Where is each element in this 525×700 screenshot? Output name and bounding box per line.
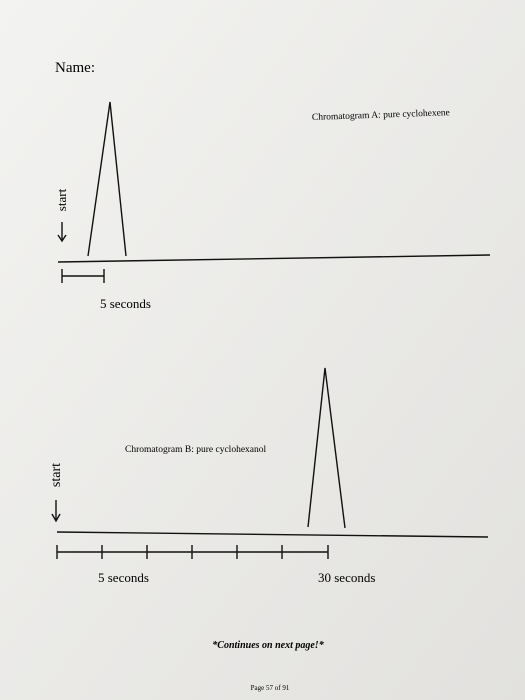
scale-b — [56, 545, 329, 559]
scale-a — [61, 269, 105, 283]
baseline-a — [57, 254, 491, 263]
start-b: start — [49, 463, 64, 523]
start-label: start — [54, 188, 69, 211]
scale-label: 30 seconds — [318, 570, 375, 585]
chromatogram-b-label: Chromatogram B: pure cyclohexanol — [125, 445, 267, 455]
page-number: Page 57 of 91 — [251, 684, 290, 692]
start-a: start — [54, 188, 69, 243]
peak-b — [307, 367, 346, 529]
start-label: start — [49, 463, 64, 487]
name-label: Name: — [55, 60, 95, 76]
continue-note: *Continues on next page!* — [212, 640, 324, 651]
chromatogram-a-label: Chromatogram A: pure cyclohexene — [312, 108, 450, 123]
scale-label: 5 seconds — [98, 570, 149, 585]
peak-a — [87, 101, 127, 257]
baseline-b — [56, 531, 489, 538]
scale-label: 5 seconds — [100, 296, 151, 311]
